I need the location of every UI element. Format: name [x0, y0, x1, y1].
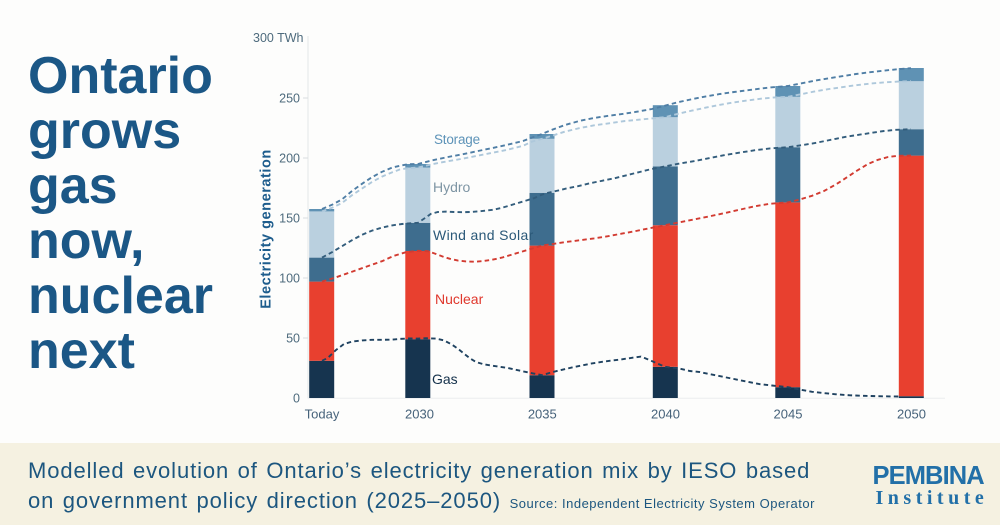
- svg-text:100: 100: [279, 272, 300, 286]
- svg-text:2045: 2045: [774, 407, 803, 422]
- svg-text:Hydro: Hydro: [433, 179, 471, 195]
- svg-text:2040: 2040: [651, 407, 680, 422]
- svg-text:200: 200: [279, 152, 300, 166]
- svg-text:Wind and Solar: Wind and Solar: [433, 227, 534, 243]
- svg-text:0: 0: [293, 392, 300, 406]
- svg-text:150: 150: [279, 212, 300, 226]
- svg-text:Storage: Storage: [434, 132, 480, 147]
- svg-text:50: 50: [286, 332, 300, 346]
- svg-text:300 TWh: 300 TWh: [253, 31, 304, 45]
- svg-text:250: 250: [279, 92, 300, 106]
- svg-text:2030: 2030: [405, 407, 434, 422]
- svg-text:Nuclear: Nuclear: [435, 291, 484, 307]
- svg-text:Electricity generation: Electricity generation: [259, 149, 275, 309]
- svg-text:Today: Today: [305, 407, 340, 422]
- svg-text:2050: 2050: [897, 407, 926, 422]
- svg-text:2035: 2035: [528, 407, 557, 422]
- svg-text:Gas: Gas: [432, 371, 458, 387]
